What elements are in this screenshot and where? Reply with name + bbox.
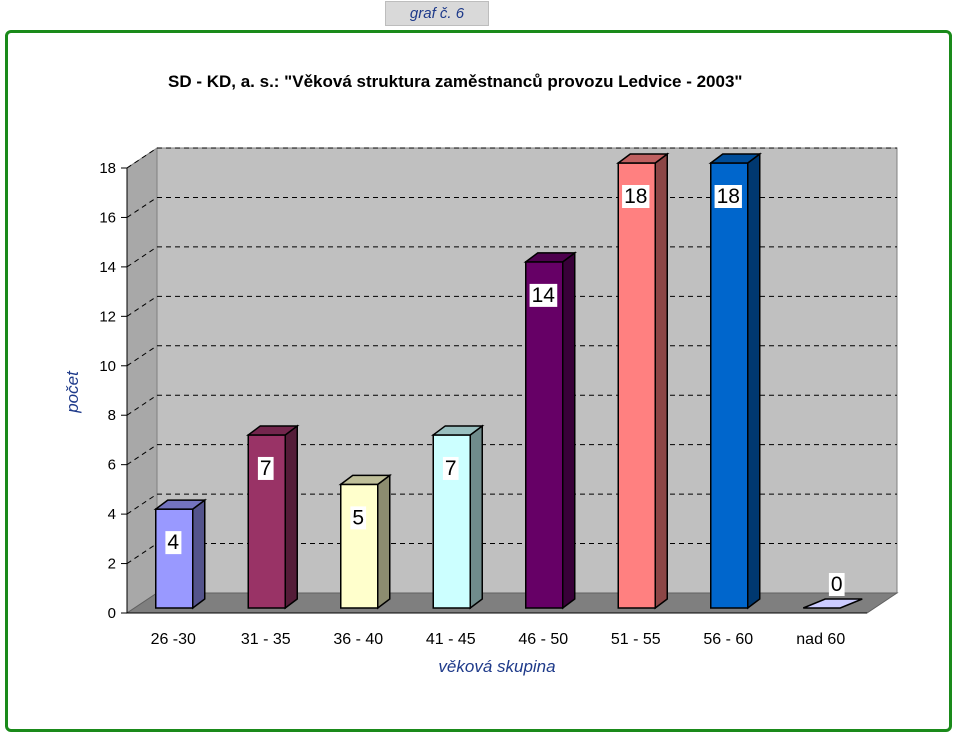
bar-top	[431, 425, 485, 436]
x-tick-label: 51 - 55	[611, 631, 661, 648]
bar-side	[192, 498, 206, 610]
bar	[338, 473, 392, 610]
data-label: 5	[352, 506, 364, 529]
labels: 4 26 -30 7 31 - 35 5 36 - 40 7 41 - 45 14 46 - 50…	[63, 185, 845, 676]
gridline	[126, 246, 158, 268]
data-label-bg	[257, 456, 274, 480]
data-label: 18	[717, 185, 740, 208]
y-tick-label: 16	[99, 209, 116, 226]
data-label: 7	[260, 457, 272, 480]
bar-side	[284, 424, 298, 610]
y-tick-label: 6	[108, 457, 116, 474]
data-label: 4	[167, 531, 179, 554]
bar-front	[155, 508, 194, 609]
gridline	[126, 295, 158, 317]
bar-top	[708, 153, 762, 164]
chart-frame	[5, 30, 952, 732]
gridline	[126, 394, 158, 416]
y-axis: 0 2 4 6 8 10 12 14 16 18	[99, 160, 867, 622]
y-tick-label: 14	[99, 259, 116, 276]
gridline	[126, 444, 158, 466]
y-axis-title: počet	[63, 370, 82, 414]
data-label-bg	[350, 506, 367, 530]
bars	[153, 152, 863, 610]
y-tick-label: 18	[99, 160, 116, 177]
bar-top	[802, 598, 863, 609]
side-wall	[126, 147, 158, 614]
y-tick-label: 12	[99, 308, 116, 325]
bar-front	[525, 261, 564, 609]
bar-front	[617, 162, 656, 609]
bar	[523, 251, 577, 610]
x-tick-label: 36 - 40	[333, 631, 383, 648]
bar	[708, 152, 762, 610]
data-label-bg	[529, 283, 558, 307]
bar-front	[710, 162, 749, 609]
bar-side	[377, 473, 391, 610]
x-tick-label: 26 -30	[151, 631, 196, 648]
y-tick-label: 8	[108, 407, 116, 424]
y-tick-label: 0	[108, 605, 116, 622]
gridline	[126, 345, 158, 367]
bar-top	[523, 252, 577, 263]
bar-top	[153, 499, 207, 510]
bar	[153, 498, 207, 610]
bar-side	[747, 152, 761, 610]
data-label: 18	[624, 185, 647, 208]
chart-number-tag: graf č. 6	[385, 1, 489, 26]
data-label-bg	[165, 531, 182, 555]
bar	[802, 598, 863, 609]
bar-side	[562, 251, 576, 610]
data-label-bg	[442, 456, 459, 480]
x-tick-label: 46 - 50	[518, 631, 568, 648]
floor	[125, 592, 899, 614]
bar-side	[469, 424, 483, 610]
y-tick-label: 2	[108, 556, 116, 573]
gridline	[126, 147, 158, 169]
x-tick-label: nad 60	[796, 631, 845, 648]
bar-top	[616, 153, 670, 164]
x-axis-title: věková skupina	[438, 657, 555, 676]
bar	[246, 424, 300, 610]
data-label-bg	[622, 185, 650, 208]
x-tick-label: 31 - 35	[241, 631, 291, 648]
bar-top	[246, 425, 300, 436]
data-label-bg	[828, 573, 845, 596]
chart-title: SD - KD, a. s.: "Věková struktura zaměst…	[168, 72, 743, 91]
data-label: 0	[831, 573, 843, 596]
gridline	[126, 197, 158, 218]
x-tick-label: 56 - 60	[703, 631, 753, 648]
bar	[616, 152, 670, 610]
y-tick-label: 4	[108, 506, 116, 523]
data-label: 14	[532, 284, 556, 307]
bar-top	[338, 474, 392, 486]
bar-side	[654, 152, 668, 610]
data-label: 7	[445, 457, 457, 480]
bar-front	[340, 483, 379, 609]
gridline	[126, 493, 158, 515]
bar	[431, 424, 485, 610]
x-tick-label: 41 - 45	[426, 631, 476, 648]
data-label-bg	[714, 185, 742, 208]
gridline	[126, 543, 158, 564]
y-tick-label: 10	[99, 358, 116, 375]
